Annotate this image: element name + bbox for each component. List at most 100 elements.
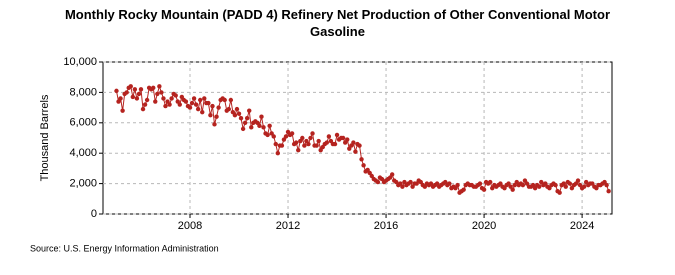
data-point	[359, 157, 364, 162]
y-axis-label: Thousand Barrels	[39, 94, 51, 181]
data-point	[200, 109, 205, 115]
data-point	[114, 88, 119, 94]
data-point	[310, 131, 315, 136]
data-point	[408, 179, 413, 185]
data-point	[169, 96, 174, 101]
data-point	[134, 96, 140, 101]
data-point	[334, 132, 340, 138]
data-point	[375, 179, 381, 185]
data-point	[142, 102, 148, 107]
data-point	[324, 140, 330, 145]
data-point	[187, 105, 193, 110]
data-point	[120, 108, 125, 113]
data-point	[326, 134, 332, 139]
data-point	[240, 126, 246, 132]
data-point	[144, 97, 150, 103]
x-tick-label: 2012	[276, 220, 300, 232]
data-point	[157, 84, 162, 89]
data-point	[340, 135, 346, 141]
data-point	[300, 135, 305, 141]
data-point	[557, 190, 562, 195]
data-point	[212, 122, 217, 127]
data-point	[163, 103, 168, 109]
source-note: Source: U.S. Energy Information Administ…	[30, 243, 219, 253]
data-point	[306, 141, 311, 147]
data-point	[606, 189, 611, 194]
data-point	[151, 85, 156, 91]
data-point	[567, 181, 573, 186]
y-tick-label: 0	[91, 208, 97, 220]
y-tick-label: 4,000	[69, 147, 97, 159]
data-point	[289, 131, 295, 136]
data-point	[308, 135, 313, 141]
data-point	[238, 116, 244, 121]
data-point	[214, 114, 219, 119]
data-point	[155, 91, 160, 97]
data-point	[216, 105, 221, 110]
data-point	[267, 123, 272, 129]
data-point	[461, 187, 466, 192]
data-point	[332, 141, 338, 147]
data-point	[189, 100, 195, 106]
data-point	[206, 100, 211, 106]
data-point	[210, 103, 215, 109]
data-point	[389, 172, 395, 177]
data-point	[361, 163, 366, 168]
data-point	[257, 123, 262, 129]
x-tick-label: 2008	[178, 220, 202, 232]
data-point	[259, 114, 264, 119]
data-point	[138, 87, 144, 92]
data-point	[400, 184, 405, 189]
data-point	[273, 141, 278, 147]
data-point	[249, 125, 254, 130]
data-point	[604, 182, 609, 188]
data-point	[140, 106, 146, 112]
plot-frame	[102, 61, 613, 215]
x-tick-label: 2024	[570, 220, 594, 232]
data-point	[226, 106, 231, 112]
data-point	[167, 102, 172, 107]
data-point	[351, 140, 356, 145]
data-point	[193, 102, 199, 107]
data-point	[279, 143, 285, 148]
data-point	[244, 116, 250, 121]
y-tick-label: 6,000	[69, 117, 97, 129]
data-point	[488, 179, 493, 185]
data-point	[261, 125, 266, 130]
data-point	[447, 181, 452, 186]
data-point	[236, 111, 242, 116]
data-point	[183, 99, 189, 104]
y-tick-label: 8,000	[69, 86, 97, 98]
data-point	[195, 106, 201, 112]
data-point	[563, 184, 568, 189]
data-point	[314, 143, 319, 148]
data-point	[271, 134, 276, 139]
data-point	[198, 97, 203, 103]
data-point	[202, 96, 207, 101]
data-point	[345, 137, 350, 142]
data-point	[537, 184, 542, 189]
data-point	[357, 143, 362, 148]
data-point	[510, 187, 515, 192]
data-point	[316, 138, 321, 144]
data-point	[275, 151, 281, 156]
data-point	[118, 96, 123, 101]
x-tick-label: 2016	[374, 220, 398, 232]
data-point	[477, 181, 483, 186]
data-point	[161, 96, 166, 101]
data-point	[455, 182, 460, 188]
data-point	[283, 134, 289, 139]
data-point	[520, 182, 526, 188]
data-point	[296, 147, 301, 153]
data-point	[481, 187, 487, 192]
data-point	[159, 90, 164, 95]
data-point	[265, 132, 270, 138]
data-point	[208, 113, 213, 118]
data-point	[177, 102, 182, 107]
data-point	[132, 87, 138, 92]
data-point	[581, 184, 587, 189]
data-point	[124, 90, 129, 95]
chart-title: Monthly Rocky Mountain (PADD 4) Refinery…	[64, 7, 611, 39]
